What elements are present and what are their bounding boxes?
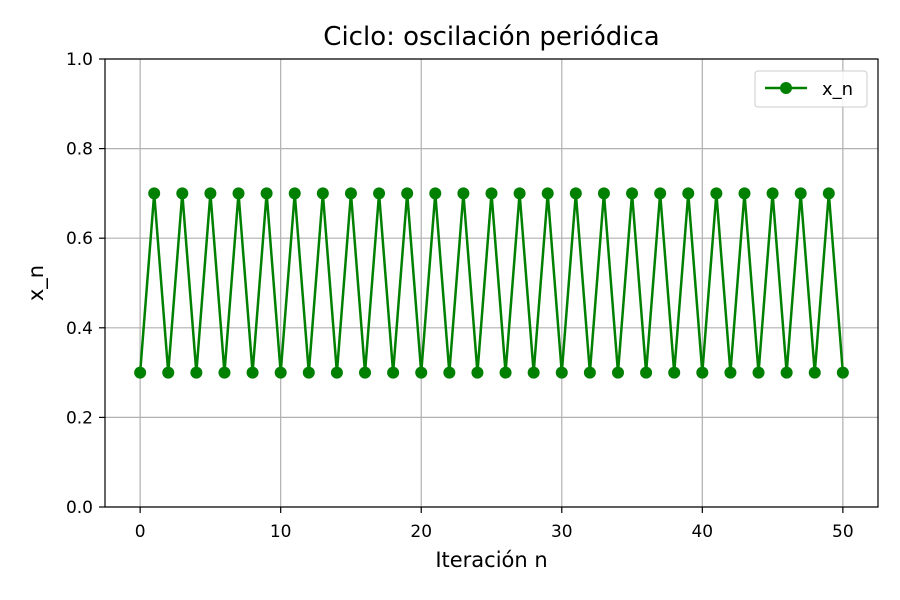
legend-marker-swatch (780, 82, 792, 94)
data-point (344, 187, 357, 200)
data-point (766, 187, 779, 200)
y-tick-label: 0.2 (66, 408, 93, 428)
x-tick-label: 0 (135, 522, 146, 542)
x-tick-label: 10 (270, 522, 292, 542)
data-point (401, 187, 414, 200)
data-point (373, 187, 386, 200)
data-point (148, 187, 161, 200)
legend-label: x_n (822, 79, 853, 100)
grid (105, 58, 878, 508)
data-point (654, 187, 667, 200)
data-point (359, 366, 372, 379)
data-point (597, 187, 610, 200)
data-point (794, 187, 807, 200)
data-point (176, 187, 189, 200)
x-tick-label: 40 (691, 522, 713, 542)
data-point (640, 366, 653, 379)
data-point (668, 366, 681, 379)
legend-box (754, 70, 868, 108)
data-point (836, 366, 849, 379)
y-tick-label: 0.6 (66, 229, 93, 249)
data-point (696, 366, 709, 379)
data-point (808, 366, 821, 379)
y-tick-label: 0.4 (66, 319, 93, 339)
data-point (710, 187, 723, 200)
data-point (822, 187, 835, 200)
x-tick-label: 20 (410, 522, 432, 542)
data-point (316, 187, 329, 200)
data-point (513, 187, 526, 200)
data-point (527, 366, 540, 379)
data-point (780, 366, 793, 379)
data-point (218, 366, 231, 379)
data-point (583, 366, 596, 379)
data-point (274, 366, 287, 379)
x-axis-label: Iteración n (435, 548, 547, 572)
y-tick-label: 1.0 (66, 50, 93, 70)
data-point (682, 187, 695, 200)
chart-title: Ciclo: oscilación periódica (323, 22, 659, 52)
data-point (190, 366, 203, 379)
data-point (429, 187, 442, 200)
data-point (162, 366, 175, 379)
data-point (569, 187, 582, 200)
data-point (724, 366, 737, 379)
data-point (626, 187, 639, 200)
data-point (387, 366, 400, 379)
data-point (443, 366, 456, 379)
data-point (541, 187, 554, 200)
plot-frame (104, 58, 879, 508)
data-point (302, 366, 315, 379)
x-axis: 0 10 20 30 40 50 (135, 507, 854, 542)
data-point (204, 187, 217, 200)
series-layer (134, 187, 849, 379)
data-point (246, 366, 259, 379)
y-tick-label: 0.8 (66, 140, 93, 160)
data-point (232, 187, 245, 200)
data-point (288, 187, 301, 200)
data-point (260, 187, 273, 200)
data-point (611, 366, 624, 379)
data-point (471, 366, 484, 379)
data-point (330, 366, 343, 379)
legend: x_n (754, 70, 868, 108)
data-point (415, 366, 428, 379)
data-point (738, 187, 751, 200)
y-axis: 0.0 0.2 0.4 0.6 0.8 1.0 (66, 50, 105, 518)
y-tick-label: 0.0 (66, 498, 93, 518)
series-line (138, 192, 845, 374)
y-axis-label: x_n (24, 265, 49, 301)
x-tick-label: 50 (832, 522, 854, 542)
data-point (134, 366, 147, 379)
data-point (752, 366, 765, 379)
data-point (555, 366, 568, 379)
data-point (499, 366, 512, 379)
data-point (457, 187, 470, 200)
data-point (485, 187, 498, 200)
x-tick-label: 30 (551, 522, 573, 542)
